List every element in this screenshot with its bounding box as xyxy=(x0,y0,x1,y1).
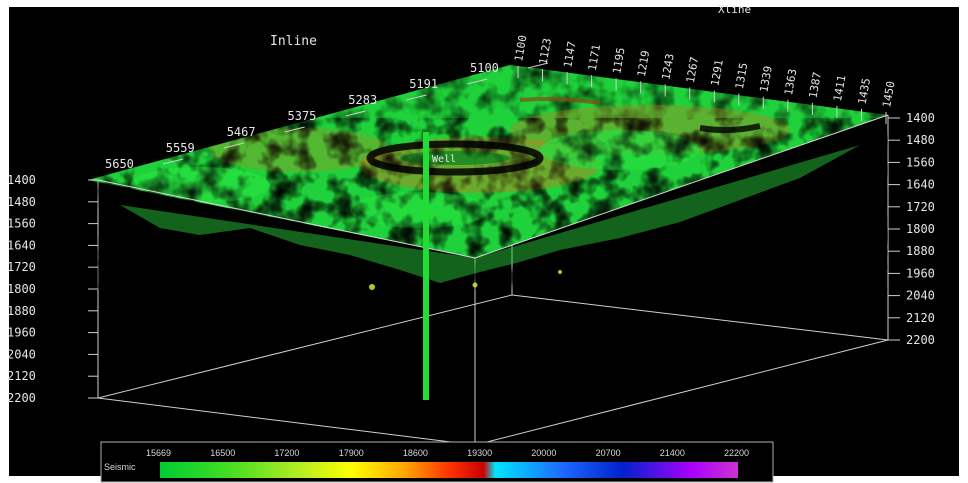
inline-tick-mark xyxy=(406,94,427,101)
color-legend: Seismic 15669 16500 17200 17900 18600 19300 20… xyxy=(100,441,774,483)
xline-tick-label: 1387 xyxy=(807,71,824,99)
xline-tick-label: 1123 xyxy=(537,37,554,65)
depth-tick-label-right: 1880 xyxy=(906,244,935,258)
legend-tick-label: 20000 xyxy=(531,448,556,458)
xline-tick-label: 1339 xyxy=(757,65,774,93)
depth-tick-label-left: 1480 xyxy=(7,195,36,209)
depth-tick-label-right: 1560 xyxy=(906,155,935,169)
xline-tick-label: 1243 xyxy=(659,53,676,81)
xline-tick-label: 1291 xyxy=(708,59,725,87)
legend-color-bar xyxy=(160,462,738,478)
inline-tick-mark xyxy=(284,126,305,133)
inline-tick-label: 5375 xyxy=(288,109,317,123)
depth-tick-label-right: 1480 xyxy=(906,133,935,147)
inline-tick-labels: 5100 5191 5283 5375 5467 5559 5650 xyxy=(105,61,549,171)
depth-tick-label-right: 1400 xyxy=(906,111,935,125)
legend-tick-label: 17200 xyxy=(274,448,299,458)
depth-tick-label-right: 2200 xyxy=(906,333,935,347)
legend-tick-label: 16500 xyxy=(210,448,235,458)
xline-axis-title: Xline xyxy=(718,3,751,16)
depth-tick-label-left: 2040 xyxy=(7,347,36,361)
depth-tick-label-right: 2120 xyxy=(906,311,935,325)
depth-tick-label-left: 2120 xyxy=(7,369,36,383)
legend-attribute-label: Seismic xyxy=(104,462,136,472)
depth-tick-label-left: 1880 xyxy=(7,304,36,318)
legend-tick-labels: 15669 16500 17200 17900 18600 19300 20000 20700… xyxy=(146,448,749,458)
legend-tick-label: 17900 xyxy=(339,448,364,458)
depth-tick-label-left: 1720 xyxy=(7,260,36,274)
depth-axis-right: 1400 1480 1560 1640 1720 1800 1880 1960 2040 2120… xyxy=(888,111,935,347)
inline-tick-label: 5100 xyxy=(470,61,499,75)
inline-tick-label: 5467 xyxy=(227,125,256,139)
depth-tick-label-right: 1640 xyxy=(906,178,935,192)
well-label: Well xyxy=(432,154,456,165)
depth-tick-label-left: 2200 xyxy=(7,391,36,405)
volume-box-front xyxy=(97,114,889,259)
inline-tick-mark xyxy=(467,78,488,85)
well-line[interactable] xyxy=(423,132,429,400)
xline-tick-label: 1171 xyxy=(586,43,603,71)
inline-tick-label: 5283 xyxy=(348,93,377,107)
legend-tick-label: 20700 xyxy=(596,448,621,458)
depth-axis-left: 1400 1480 1560 1640 1720 1800 1880 1960 2040 2120… xyxy=(7,173,98,405)
xline-tick-labels: 1100 1123 1147 1171 1195 1219 1243 1267 1291 1315… xyxy=(512,34,898,124)
depth-tick-label-right: 1720 xyxy=(906,200,935,214)
inline-tick-mark xyxy=(345,110,366,117)
xline-tick-label: 1435 xyxy=(856,77,873,105)
legend-tick-label: 18600 xyxy=(403,448,428,458)
well-trajectory[interactable]: Well xyxy=(423,132,456,400)
inline-tick-label: 5650 xyxy=(105,157,134,171)
volume-box xyxy=(97,110,889,446)
depth-tick-label-right: 1800 xyxy=(906,222,935,236)
xline-tick-label: 1195 xyxy=(610,46,627,74)
xline-tick-label: 1219 xyxy=(635,49,652,77)
legend-tick-label: 22200 xyxy=(724,448,749,458)
legend-tick-label: 21400 xyxy=(660,448,685,458)
depth-tick-label-right: 1960 xyxy=(906,266,935,280)
depth-tick-label-left: 1960 xyxy=(7,326,36,340)
depth-tick-label-right: 2040 xyxy=(906,289,935,303)
legend-tick-label: 15669 xyxy=(146,448,171,458)
inline-tick-mark xyxy=(162,158,184,165)
inline-tick-label: 5559 xyxy=(166,141,195,155)
xline-tick-label: 1450 xyxy=(880,80,897,108)
xline-tick-label: 1363 xyxy=(782,68,799,96)
inline-axis: Inline 5100 5191 5283 5375 5467 5559 5650 xyxy=(105,34,549,171)
xline-tick-label: 1147 xyxy=(561,40,578,68)
xline-tick-label: 1411 xyxy=(831,74,848,102)
xline-tick-label: 1267 xyxy=(684,56,701,84)
inline-tick-mark xyxy=(223,142,244,149)
surface-fringe xyxy=(88,118,888,290)
xline-tick-label: 1100 xyxy=(512,34,529,62)
inline-tick-mark xyxy=(527,62,549,69)
depth-tick-label-left: 1640 xyxy=(7,238,36,252)
inline-axis-title: Inline xyxy=(270,34,317,49)
xline-tick-label: 1315 xyxy=(733,62,750,90)
depth-tick-label-left: 1560 xyxy=(7,217,36,231)
xline-axis: Xline 1100 1123 1147 1171 1195 1219 1243 1267 12… xyxy=(512,3,898,124)
inline-tick-label: 5191 xyxy=(409,77,438,91)
depth-tick-label-left: 1400 xyxy=(7,173,36,187)
depth-tick-label-left: 1800 xyxy=(7,282,36,296)
legend-tick-label: 19300 xyxy=(467,448,492,458)
